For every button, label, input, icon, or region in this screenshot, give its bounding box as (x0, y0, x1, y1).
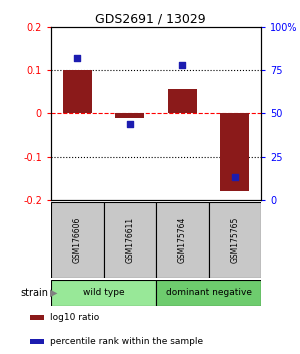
Text: ▶: ▶ (50, 288, 57, 298)
Text: GSM176611: GSM176611 (125, 217, 134, 263)
Bar (156, 280, 261, 306)
Bar (115, 113, 144, 118)
Bar (220, 113, 249, 191)
Bar (51, 280, 156, 306)
Bar (30, 338, 43, 344)
Text: GSM175765: GSM175765 (230, 217, 239, 263)
Bar (63, 70, 92, 113)
Text: wild type: wild type (83, 289, 124, 297)
Bar (168, 90, 197, 113)
Text: strain: strain (20, 288, 48, 298)
Point (232, 175, 237, 180)
Bar (208, 202, 261, 278)
Text: GDS2691 / 13029: GDS2691 / 13029 (95, 12, 205, 25)
Text: GSM176606: GSM176606 (73, 217, 82, 263)
Text: percentile rank within the sample: percentile rank within the sample (50, 337, 202, 346)
Bar (30, 315, 43, 320)
Bar (51, 202, 104, 278)
Text: GSM175764: GSM175764 (178, 217, 187, 263)
Text: log10 ratio: log10 ratio (50, 313, 99, 322)
Bar (156, 202, 208, 278)
Text: dominant negative: dominant negative (166, 289, 251, 297)
Point (75, 55, 80, 61)
Point (180, 62, 185, 68)
Point (128, 121, 132, 126)
Bar (103, 202, 156, 278)
